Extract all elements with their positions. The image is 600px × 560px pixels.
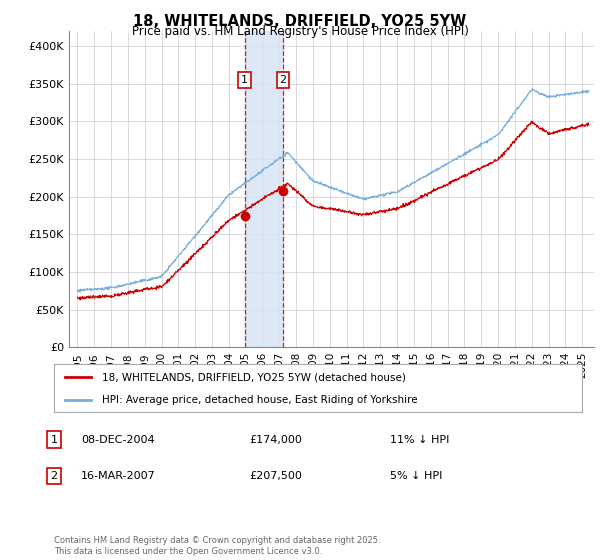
Text: 5% ↓ HPI: 5% ↓ HPI	[390, 471, 442, 481]
Text: 18, WHITELANDS, DRIFFIELD, YO25 5YW (detached house): 18, WHITELANDS, DRIFFIELD, YO25 5YW (det…	[101, 372, 406, 382]
Text: 08-DEC-2004: 08-DEC-2004	[81, 435, 155, 445]
Text: Contains HM Land Registry data © Crown copyright and database right 2025.
This d: Contains HM Land Registry data © Crown c…	[54, 536, 380, 556]
Text: £207,500: £207,500	[249, 471, 302, 481]
Text: 2: 2	[280, 75, 286, 85]
Text: Price paid vs. HM Land Registry's House Price Index (HPI): Price paid vs. HM Land Registry's House …	[131, 25, 469, 38]
Text: 2: 2	[50, 471, 58, 481]
Text: 1: 1	[241, 75, 248, 85]
Text: 18, WHITELANDS, DRIFFIELD, YO25 5YW: 18, WHITELANDS, DRIFFIELD, YO25 5YW	[133, 14, 467, 29]
Bar	[245, 31, 283, 347]
Text: HPI: Average price, detached house, East Riding of Yorkshire: HPI: Average price, detached house, East…	[101, 395, 417, 405]
Text: 1: 1	[50, 435, 58, 445]
Text: 16-MAR-2007: 16-MAR-2007	[81, 471, 156, 481]
Text: 11% ↓ HPI: 11% ↓ HPI	[390, 435, 449, 445]
Text: £174,000: £174,000	[249, 435, 302, 445]
